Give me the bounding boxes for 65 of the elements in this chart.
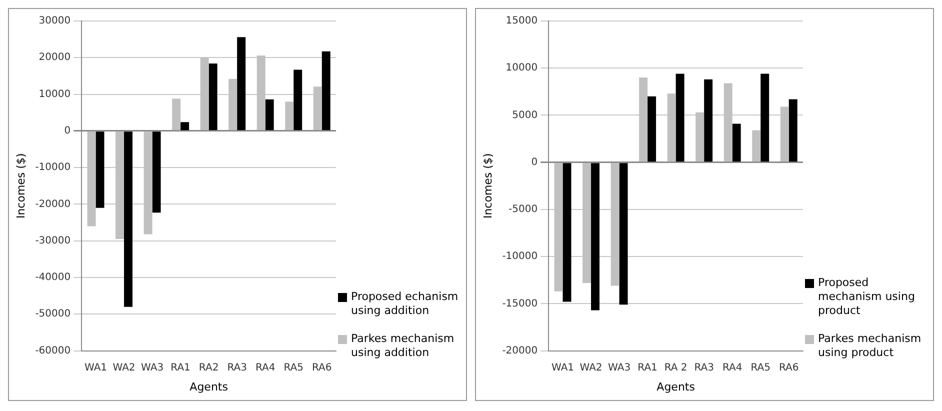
x-tick-label: RA4 xyxy=(722,362,742,374)
y-tick-label: 20000 xyxy=(38,52,71,64)
bar xyxy=(676,74,684,162)
y-tick-label: 10000 xyxy=(506,62,538,74)
bar xyxy=(172,98,181,130)
x-tick-label: RA2 xyxy=(198,362,219,374)
x-tick-label: RA6 xyxy=(778,362,799,374)
y-tick-label: 5000 xyxy=(512,110,538,121)
bar xyxy=(704,79,713,162)
y-tick-label: -30000 xyxy=(35,235,71,246)
x-tick-label: RA3 xyxy=(227,362,247,374)
y-axis-title: Incomes ($) xyxy=(481,153,494,219)
bar xyxy=(591,163,600,310)
x-tick-label: RA5 xyxy=(750,362,770,374)
x-tick-label: RA1 xyxy=(638,362,658,374)
y-tick-label: 0 xyxy=(531,156,538,168)
x-tick-label: WA2 xyxy=(112,362,136,374)
y-tick-label: 0 xyxy=(64,126,71,137)
bar xyxy=(788,99,798,162)
x-tick-label: RA6 xyxy=(312,362,332,374)
x-tick-label: WA1 xyxy=(84,362,108,374)
legend-label: Proposed mechanism using product xyxy=(818,276,916,318)
x-axis-title: Agents xyxy=(190,380,228,394)
x-tick-label: WA3 xyxy=(608,362,631,374)
y-tick-label: -60000 xyxy=(35,345,71,356)
y-tick-label: -15000 xyxy=(502,298,538,310)
y-tick-label: -5000 xyxy=(508,204,538,216)
y-tick-label: 15000 xyxy=(506,16,538,27)
bar xyxy=(322,51,330,130)
y-tick-label: 10000 xyxy=(38,88,71,100)
y-tick-label: -20000 xyxy=(35,198,71,210)
bar xyxy=(208,64,218,130)
bar xyxy=(152,132,161,213)
bar xyxy=(619,163,628,305)
y-tick-label: -20000 xyxy=(502,345,538,356)
bar xyxy=(648,96,656,162)
bar xyxy=(562,163,572,302)
y-tick-label: -10000 xyxy=(35,162,71,174)
bar xyxy=(285,102,294,130)
bar xyxy=(237,37,246,130)
legend-label: Parkes mechanism using addition xyxy=(351,332,456,360)
y-tick-label: 30000 xyxy=(38,16,71,27)
x-tick-label: RA1 xyxy=(170,362,190,374)
bar xyxy=(760,74,770,162)
bar xyxy=(752,130,761,162)
x-tick-label: RA5 xyxy=(284,362,304,374)
y-tick-label: -40000 xyxy=(35,272,71,284)
x-tick-label: RA3 xyxy=(694,362,714,374)
x-tick-label: WA1 xyxy=(551,362,574,374)
x-tick-label: WA3 xyxy=(141,362,164,374)
bar xyxy=(124,132,132,307)
bar xyxy=(180,122,190,130)
x-tick-label: WA2 xyxy=(580,362,602,374)
legend-label: Proposed echanism using addition xyxy=(351,290,460,318)
bar xyxy=(265,99,274,130)
y-tick-label: -10000 xyxy=(502,251,538,262)
bar xyxy=(96,132,104,208)
legend-label: Parkes mechanism using product xyxy=(818,332,922,360)
y-tick-label: -50000 xyxy=(35,308,71,320)
x-tick-label: RA 2 xyxy=(664,362,688,374)
x-axis-title: Agents xyxy=(656,380,696,394)
x-tick-label: RA4 xyxy=(255,362,276,374)
bar xyxy=(294,70,302,130)
y-axis-title: Incomes ($) xyxy=(14,153,28,219)
bar xyxy=(732,124,741,162)
